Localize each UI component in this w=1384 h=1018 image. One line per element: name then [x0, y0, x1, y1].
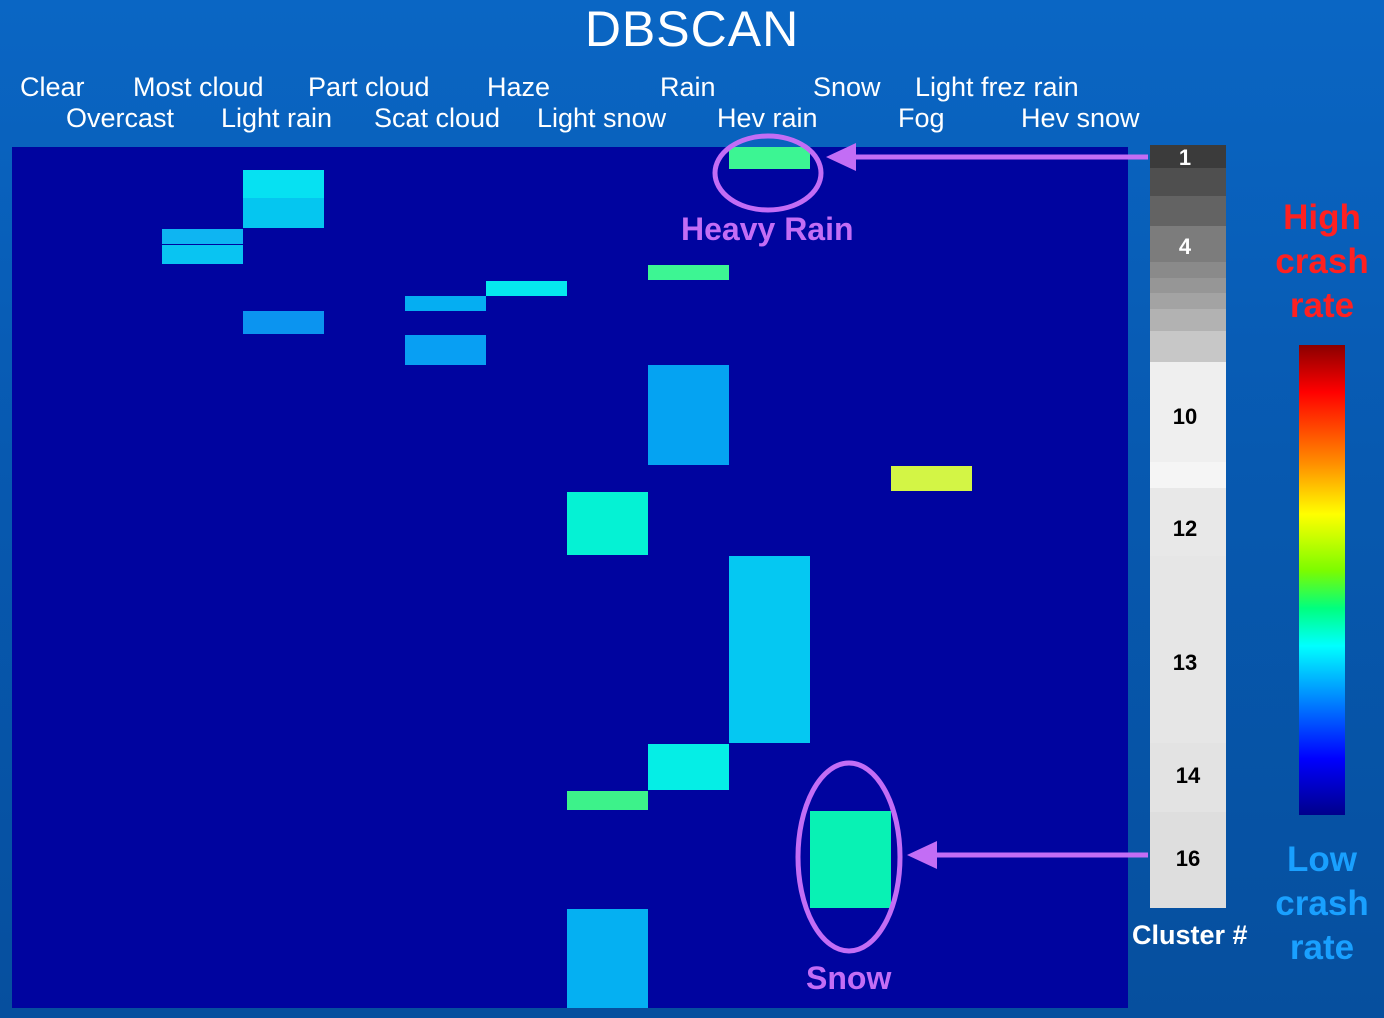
colorbar-high-word-1: High — [1283, 198, 1361, 237]
heatmap-cell — [810, 811, 891, 908]
heatmap-cell — [567, 909, 648, 1008]
cluster-bar-segment — [1150, 278, 1226, 293]
heatmap-cell — [243, 170, 324, 198]
heatmap-cell — [891, 466, 972, 491]
category-label-snow: Snow — [813, 72, 881, 102]
heatmap-cell — [405, 335, 486, 365]
category-label-clear: Clear — [20, 72, 85, 102]
cluster-bar-segment — [1150, 462, 1226, 488]
category-label-overcast: Overcast — [66, 103, 175, 133]
heatmap-cell — [729, 147, 810, 169]
snow-arrowhead — [907, 841, 937, 869]
heavy-rain-circle — [712, 133, 824, 213]
cluster-bar-segment — [1150, 226, 1226, 262]
cluster-label-1: 1 — [1178, 145, 1192, 170]
cluster-bar-segment — [1150, 331, 1226, 362]
colorbar-low-label: Low crash rate — [1262, 838, 1382, 970]
heatmap-cell — [567, 791, 648, 810]
heatmap-cell — [162, 229, 243, 244]
cluster-label-13: 13 — [1172, 650, 1198, 675]
heatmap-background — [12, 147, 1128, 1008]
heavy-rain-arrowhead — [826, 143, 856, 171]
category-label-rain: Rain — [660, 72, 716, 102]
category-label-light-frez-rain: Light frez rain — [915, 72, 1079, 102]
colorbar-low-word-3: rate — [1289, 928, 1355, 967]
snow-circle — [795, 760, 903, 954]
colorbar-high-label: High crash rate — [1262, 196, 1382, 328]
cluster-bar-segment — [1150, 743, 1226, 812]
category-label-light-rain: Light rain — [221, 103, 333, 133]
cluster-bar-segment — [1150, 293, 1226, 309]
chart-title: DBSCAN — [584, 1, 800, 57]
colorbar — [1299, 345, 1345, 815]
cluster-bar-segment — [1150, 556, 1226, 743]
cluster-axis-label: Cluster # — [1132, 920, 1248, 950]
heatmap-cell — [648, 265, 729, 280]
cluster-label-10: 10 — [1172, 404, 1198, 429]
heatmap-cell — [243, 311, 324, 334]
heatmap-cell — [567, 492, 648, 555]
cluster-bar — [1150, 145, 1226, 908]
cluster-bar-segment — [1150, 362, 1226, 462]
cluster-bar-segment — [1150, 488, 1226, 556]
category-label-most-cloud: Most cloud — [133, 72, 264, 102]
category-label-haze: Haze — [487, 72, 551, 102]
heatmap-cell — [405, 296, 486, 311]
colorbar-low-word-2: crash — [1275, 884, 1369, 923]
heavy-rain-annotation: Heavy Rain — [681, 211, 854, 247]
cluster-label-4: 4 — [1178, 234, 1192, 259]
heatmap-cell — [648, 744, 729, 790]
cluster-label-14: 14 — [1175, 763, 1201, 788]
category-label-light-snow: Light snow — [537, 103, 667, 133]
snow-annotation: Snow — [806, 960, 892, 996]
cluster-label-16: 16 — [1175, 846, 1201, 871]
category-label-hev-snow: Hev snow — [1021, 103, 1140, 133]
colorbar-high-word-3: rate — [1289, 286, 1355, 325]
cluster-bar-segment — [1150, 309, 1226, 331]
colorbar-high-word-2: crash — [1275, 242, 1369, 281]
cluster-bar-segment — [1150, 196, 1226, 226]
cluster-bar-segment — [1150, 262, 1226, 278]
category-label-part-cloud: Part cloud — [308, 72, 430, 102]
colorbar-low-word-1: Low — [1287, 840, 1357, 879]
heatmap-cell — [162, 245, 243, 264]
category-label-hev-rain: Hev rain — [717, 103, 818, 133]
heatmap-cell — [486, 281, 567, 296]
cluster-bar-segment — [1150, 812, 1226, 908]
category-label-scat-cloud: Scat cloud — [374, 103, 501, 133]
cluster-label-12: 12 — [1172, 516, 1198, 541]
cluster-bar-segment — [1150, 145, 1226, 168]
heatmap-cell — [729, 556, 810, 743]
heatmap-cell — [243, 198, 324, 228]
heatmap-cell — [648, 365, 729, 465]
category-label-fog: Fog — [898, 103, 945, 133]
cluster-bar-segment — [1150, 168, 1226, 196]
